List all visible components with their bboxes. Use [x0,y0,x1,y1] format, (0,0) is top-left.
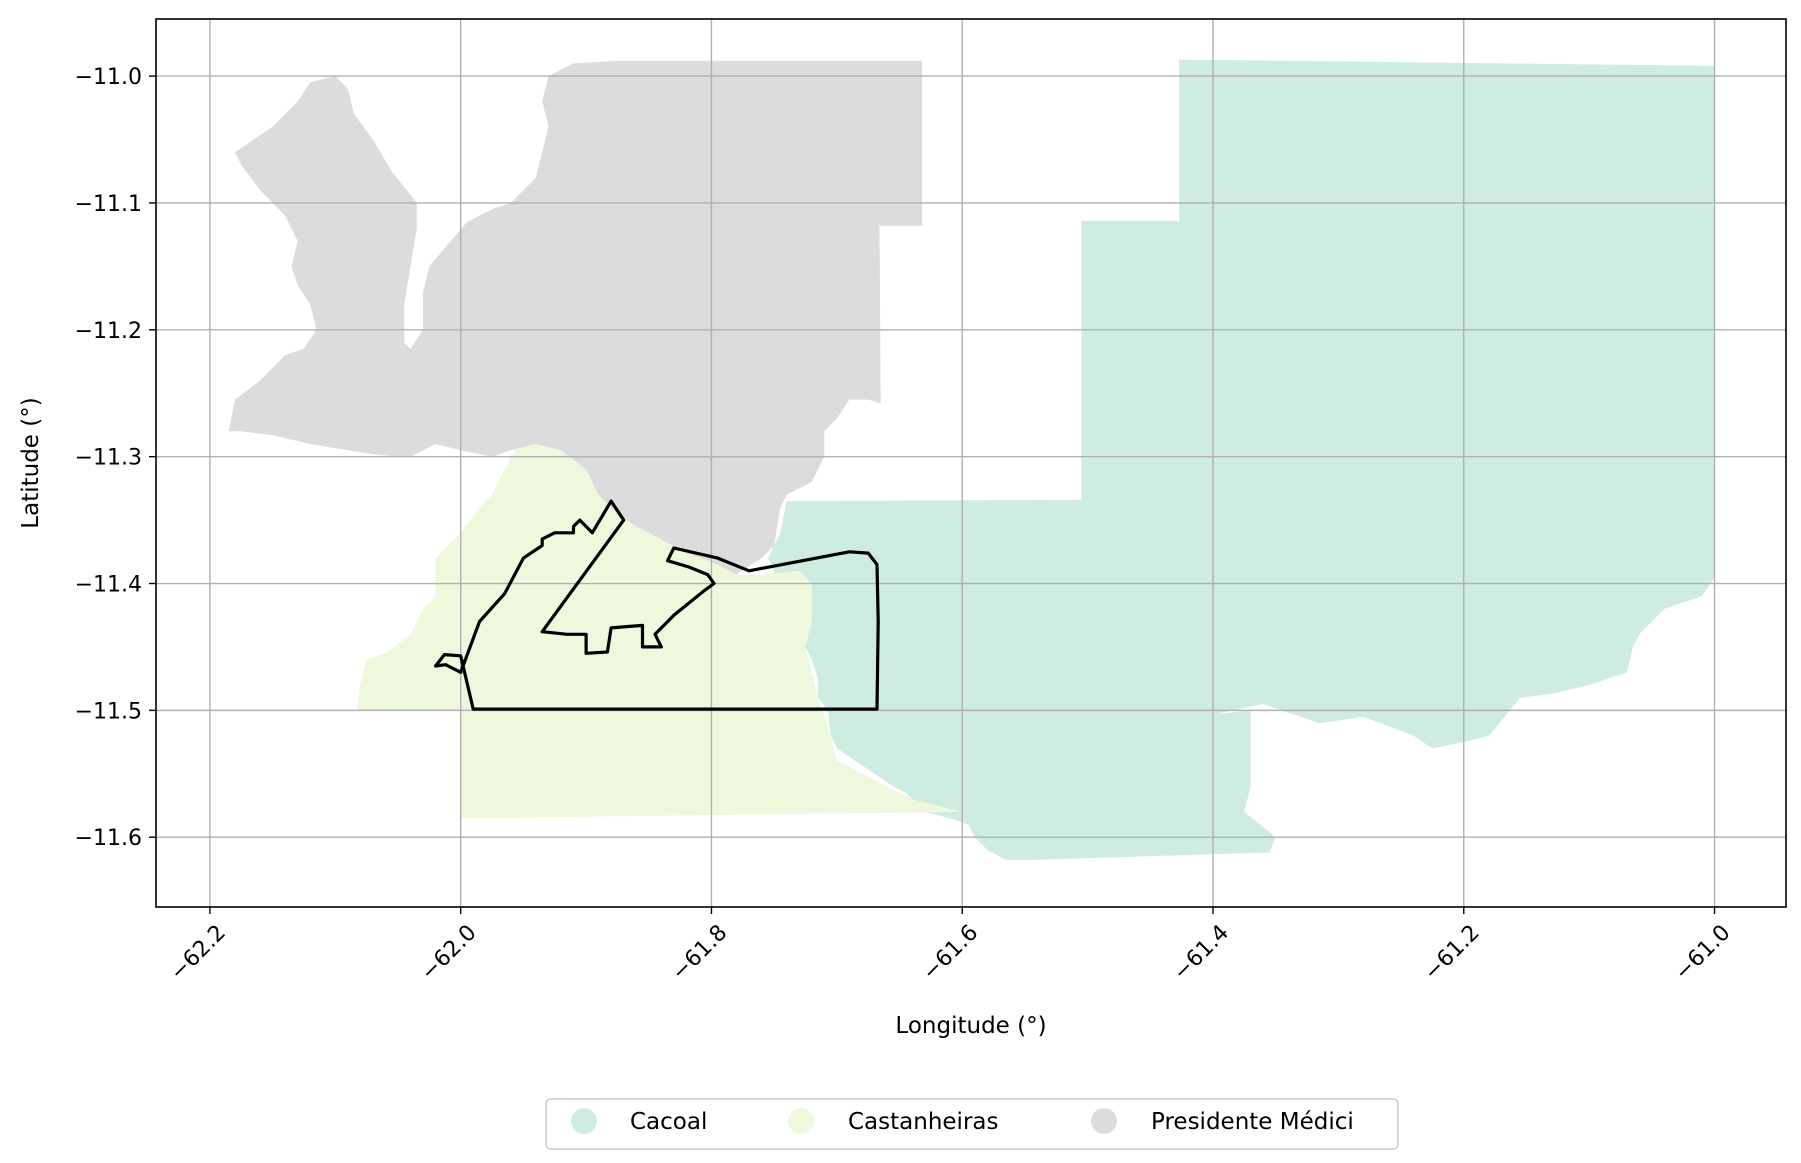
x-axis-title: Longitude (°) [895,1013,1046,1039]
legend-label-castanheiras: Castanheiras [848,1109,998,1135]
grid-layer [156,19,1786,907]
y-tick-label: −11.4 [75,573,142,598]
legend-label-cacoal: Cacoal [630,1109,707,1135]
y-axis-title: Latitude (°) [18,397,44,528]
y-tick-label: −11.2 [75,319,142,344]
y-tick-label: −11.6 [75,826,142,851]
y-tick-label: −11.1 [75,192,142,217]
plot-frame [155,18,1787,908]
y-tick-label: −11.3 [75,446,142,471]
legend-label-presidente-medici: Presidente Médici [1151,1109,1354,1135]
region-cacoal [767,59,1715,861]
legend-marker-castanheiras [788,1108,814,1134]
y-tick-label: −11.5 [75,699,142,724]
legend-marker-cacoal [571,1108,597,1134]
legend-marker-presidente-medici [1091,1108,1117,1134]
legend: Cacoal Castanheiras Presidente Médici [545,1098,1399,1150]
y-tick-label: −11.0 [75,65,142,90]
outline-layer [434,499,880,711]
region-presidente-medici [228,60,923,575]
study-area-outline [434,499,880,711]
y-axis-ticks: −11.0 −11.1 −11.2 −11.3 −11.4 −11.5 −11.6 [75,65,156,851]
legend-frame [545,1098,1399,1150]
